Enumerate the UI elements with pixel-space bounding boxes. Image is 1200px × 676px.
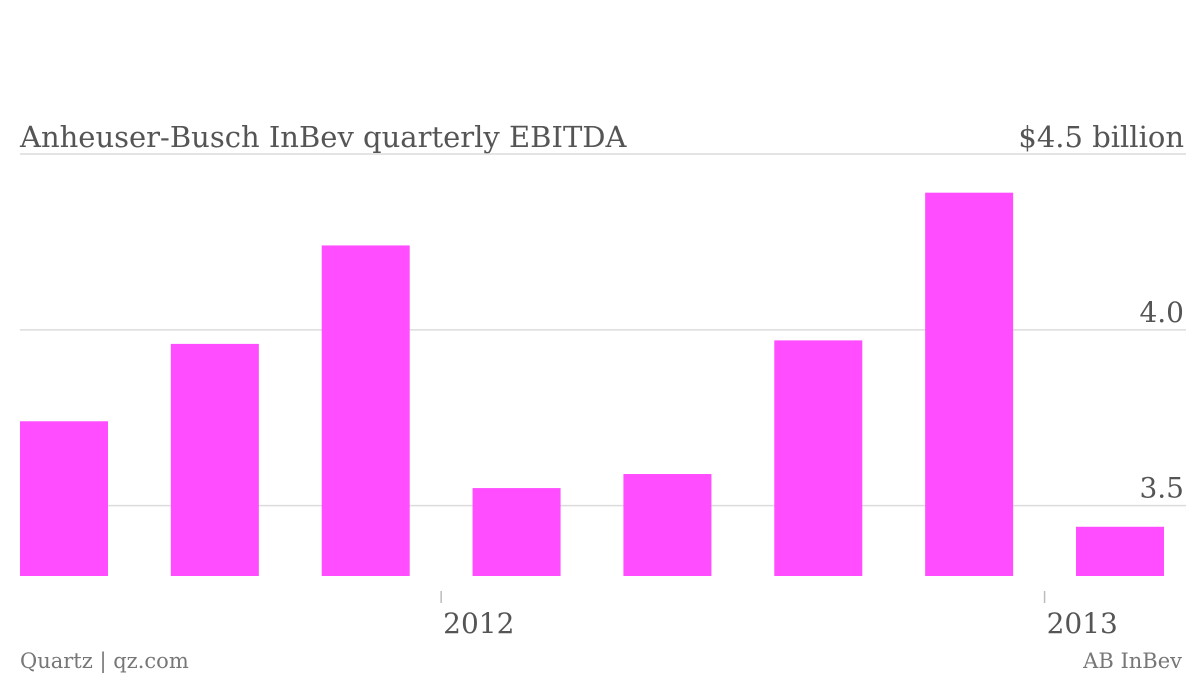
y-tick-label: 4.0 (1139, 296, 1184, 329)
bar (623, 474, 712, 576)
footer-source-right: AB InBev (1082, 649, 1182, 673)
y-tick-label: 3.5 (1139, 472, 1184, 505)
bar (321, 245, 410, 576)
footer-source-left: Quartz | qz.com (20, 649, 189, 674)
bar (170, 343, 259, 576)
bar (20, 421, 108, 576)
x-axis: 2012 2013 (440, 591, 1118, 640)
y-axis-tick-labels: 4.0 3.5 (1139, 296, 1184, 505)
bar (774, 340, 863, 576)
bar (472, 488, 561, 576)
chart-title: Anheuser-Busch InBev quarterly EBITDA (19, 120, 628, 154)
bars (20, 192, 1164, 576)
bar (1076, 526, 1164, 576)
y-axis-top-label: $4.5 billion (1018, 120, 1184, 154)
bar (925, 192, 1014, 576)
x-tick-label: 2013 (1047, 607, 1118, 640)
x-tick-label: 2012 (443, 607, 514, 640)
